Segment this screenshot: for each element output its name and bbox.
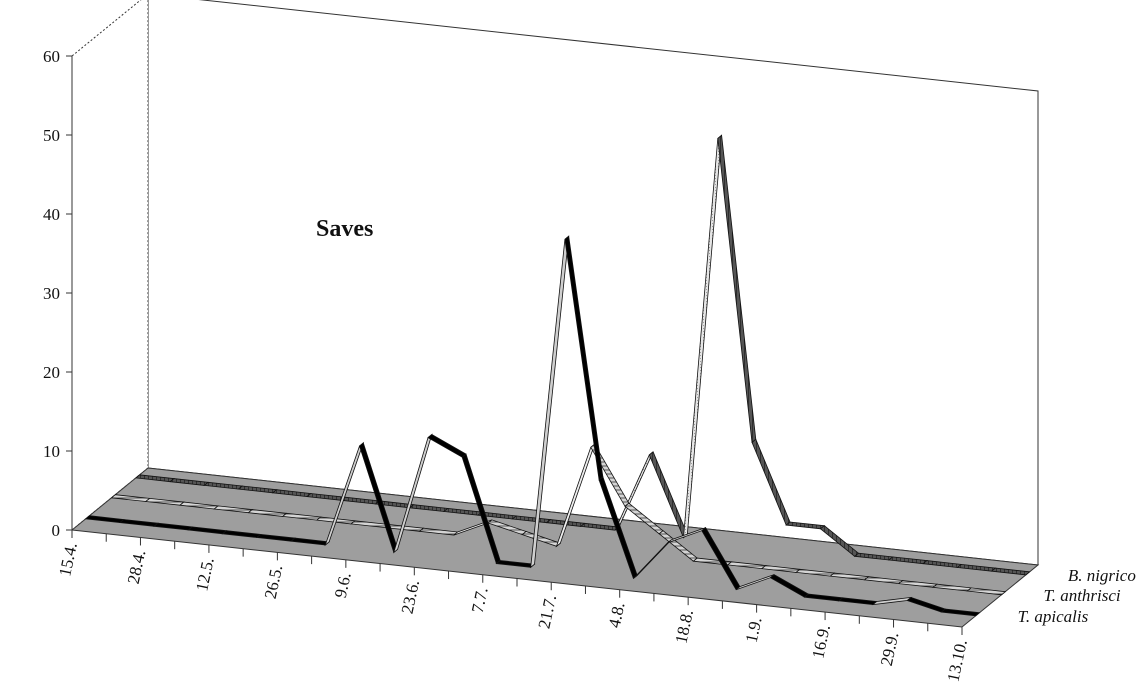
y-tick-label: 10 (43, 442, 60, 461)
x-tick-label: 4.8. (605, 601, 629, 630)
x-tick-label: 1.9. (742, 615, 766, 644)
chart-title: Saves (316, 216, 373, 242)
ribbon-segment (966, 587, 1007, 596)
x-tick-label: 23.6. (398, 578, 424, 615)
series-label: T. anthrisci (1044, 586, 1121, 605)
back-wall (147, 0, 1039, 566)
y-tick-label: 20 (43, 363, 60, 382)
series-label: T. apicalis (1018, 607, 1089, 626)
x-tick-label: 29.9. (877, 630, 903, 667)
series-label: B. nigricornis (1068, 566, 1136, 585)
x-tick-label: 28.4. (124, 548, 150, 585)
ribbon-segment (940, 608, 981, 617)
series-b--nigricornis (134, 134, 1031, 576)
y-tick-label: 50 (43, 126, 60, 145)
x-tick-label: 18.8. (671, 608, 697, 645)
series (84, 134, 1031, 617)
x-tick-label: 26.5. (261, 563, 287, 600)
x-tick-label: 15.4. (55, 541, 81, 578)
axes (66, 0, 1040, 635)
y-tick-label: 40 (43, 205, 60, 224)
series-t--apicalis (84, 235, 981, 617)
side-wall (71, 0, 149, 532)
y-tick-label: 0 (52, 521, 61, 540)
x-tick-label: 9.6. (331, 571, 355, 600)
y-tick-label: 30 (43, 284, 60, 303)
x-tick-label: 21.7. (534, 593, 560, 630)
y-tick-label: 60 (43, 47, 60, 66)
series-t--anthrisci (110, 442, 1007, 596)
x-tick-label: 7.7. (468, 586, 492, 615)
x-tick-label: 16.9. (808, 623, 834, 660)
ribbon-segment (990, 567, 1031, 576)
x-tick-label: 13.10. (943, 638, 970, 684)
x-tick-label: 12.5. (192, 556, 218, 593)
